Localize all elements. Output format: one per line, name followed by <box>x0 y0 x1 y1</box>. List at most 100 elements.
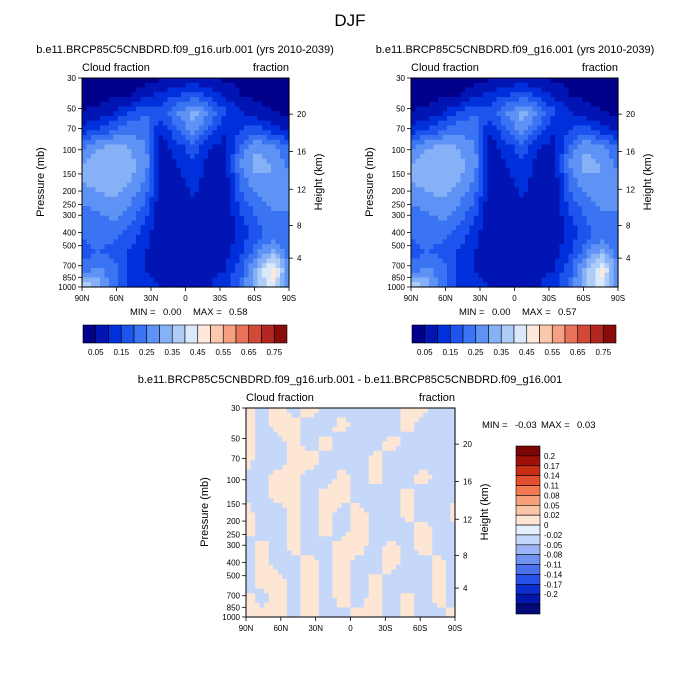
contour-cell <box>427 417 433 423</box>
contour-cell <box>167 158 173 165</box>
contour-cell <box>451 97 457 103</box>
contour-cell <box>604 272 610 279</box>
contour-cell <box>447 239 453 245</box>
contour-cell <box>514 144 520 150</box>
contour-cell <box>559 201 565 207</box>
contour-cell <box>483 263 489 269</box>
contour-cell <box>568 282 574 288</box>
contour-cell <box>259 479 265 485</box>
contour-cell <box>239 82 245 89</box>
contour-cell <box>609 154 615 160</box>
contour-cell <box>305 474 311 480</box>
contour-cell <box>248 272 254 279</box>
contour-cell <box>257 201 263 207</box>
contour-cell <box>411 239 417 245</box>
contour-cell <box>248 168 254 174</box>
contour-cell <box>190 97 196 103</box>
contour-cell <box>424 154 430 160</box>
contour-cell <box>415 135 421 141</box>
contour-cell <box>244 249 250 255</box>
contour-cell <box>447 272 453 279</box>
contour-cell <box>167 106 173 112</box>
contour-cell <box>244 196 250 203</box>
contour-cell <box>550 106 556 112</box>
contour-cell <box>550 97 556 103</box>
contour-cell <box>519 258 525 264</box>
contour-cell <box>492 139 498 146</box>
contour-cell <box>140 78 146 84</box>
contour-cell <box>118 187 124 193</box>
contour-field <box>246 408 456 618</box>
contour-cell <box>167 130 173 136</box>
contour-cell <box>212 163 218 169</box>
contour-cell <box>104 225 110 231</box>
contour-cell <box>221 277 227 283</box>
contour-cell <box>501 111 507 117</box>
contour-cell <box>154 158 160 165</box>
contour-cell <box>104 206 110 212</box>
contour-cell <box>465 106 471 112</box>
contour-cell <box>451 201 457 207</box>
contour-cell <box>492 230 498 236</box>
contour-cell <box>86 130 92 136</box>
contour-cell <box>239 277 245 283</box>
contour-cell <box>217 196 223 203</box>
contour-cell <box>532 206 538 212</box>
contour-cell <box>418 450 424 457</box>
contour-cell <box>212 82 218 89</box>
contour-cell <box>122 253 128 260</box>
contour-cell <box>568 258 574 264</box>
contour-cell <box>318 484 324 490</box>
contour-cell <box>271 268 277 274</box>
contour-cell <box>411 149 417 155</box>
contour-cell <box>364 422 370 428</box>
contour-cell <box>255 436 261 442</box>
contour-cell <box>438 192 444 198</box>
contour-cell <box>190 82 196 89</box>
contour-cell <box>268 469 274 476</box>
contour-cell <box>104 158 110 165</box>
contour-cell <box>203 106 209 112</box>
pressure-tick-label: 50 <box>67 104 76 113</box>
contour-cell <box>244 111 250 117</box>
contour-cell <box>373 450 379 457</box>
contour-cell <box>266 253 272 260</box>
contour-cell <box>492 97 498 103</box>
contour-cell <box>86 139 92 146</box>
contour-cell <box>537 116 543 122</box>
contour-cell <box>199 211 205 217</box>
contour-cell <box>131 282 137 288</box>
contour-cell <box>271 168 277 174</box>
contour-cell <box>414 460 420 466</box>
contour-cell <box>411 120 417 127</box>
contour-cell <box>140 206 146 212</box>
contour-cell <box>487 268 493 274</box>
contour-cell <box>586 163 592 169</box>
contour-cell <box>91 192 97 198</box>
contour-cell <box>568 182 574 188</box>
contour-cell <box>501 182 507 188</box>
contour-cell <box>483 163 489 169</box>
contour-cell <box>86 87 92 93</box>
contour-cell <box>519 163 525 169</box>
contour-cell <box>336 450 343 457</box>
contour-cell <box>604 244 610 250</box>
contour-cell <box>442 220 448 226</box>
contour-cell <box>158 144 164 150</box>
contour-cell <box>284 139 290 146</box>
contour-cell <box>355 422 361 428</box>
contour-cell <box>172 173 178 179</box>
contour-cell <box>136 192 142 198</box>
contour-cell <box>221 192 227 198</box>
contour-cell <box>212 97 218 103</box>
contour-cell <box>172 196 178 203</box>
contour-cell <box>145 239 151 245</box>
contour-cell <box>469 101 475 108</box>
contour-cell <box>600 196 606 203</box>
contour-cell <box>460 225 466 231</box>
contour-cell <box>505 92 511 98</box>
contour-cell <box>514 225 520 231</box>
contour-cell <box>391 412 397 419</box>
contour-cell <box>131 215 137 222</box>
right-label: fraction <box>419 392 455 404</box>
